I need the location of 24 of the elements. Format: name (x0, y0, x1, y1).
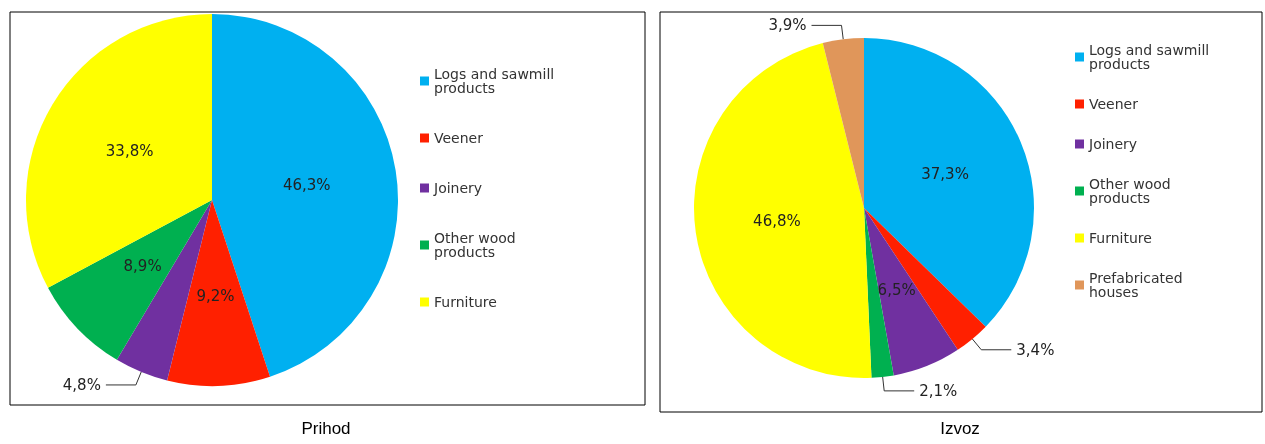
data-label: 9,2% (196, 286, 235, 305)
legend-label: Joinery (433, 180, 483, 196)
data-label: 8,9% (123, 257, 162, 276)
text: Prihod (301, 419, 351, 438)
legend-label: Prefabricated houses (1089, 270, 1188, 300)
data-label: 3,9% (768, 16, 807, 35)
data-label: 2,1% (919, 381, 958, 400)
legend-label: Veener (434, 130, 484, 146)
legend-label: Logs and sawmill products (1089, 42, 1214, 72)
legend-label: Veener (1089, 96, 1139, 112)
data-label: 46,8% (753, 211, 801, 230)
legend-label: Other wood products (1089, 176, 1176, 206)
data-label: 6,5% (877, 280, 916, 299)
legend-label: Logs and sawmill products (434, 66, 559, 96)
legend-label: Other wood products (434, 230, 521, 260)
legend-label: Furniture (1089, 230, 1152, 246)
data-label: 46,3% (282, 175, 331, 194)
data-label: 37,3% (921, 164, 969, 183)
data-label: 3,4% (1016, 340, 1055, 359)
legend-label: Joinery (1088, 136, 1138, 152)
legend-label: Furniture (434, 294, 497, 310)
data-label: 33,8% (105, 141, 154, 160)
data-label: 4,8% (62, 375, 101, 394)
text: Izvoz (940, 419, 980, 438)
